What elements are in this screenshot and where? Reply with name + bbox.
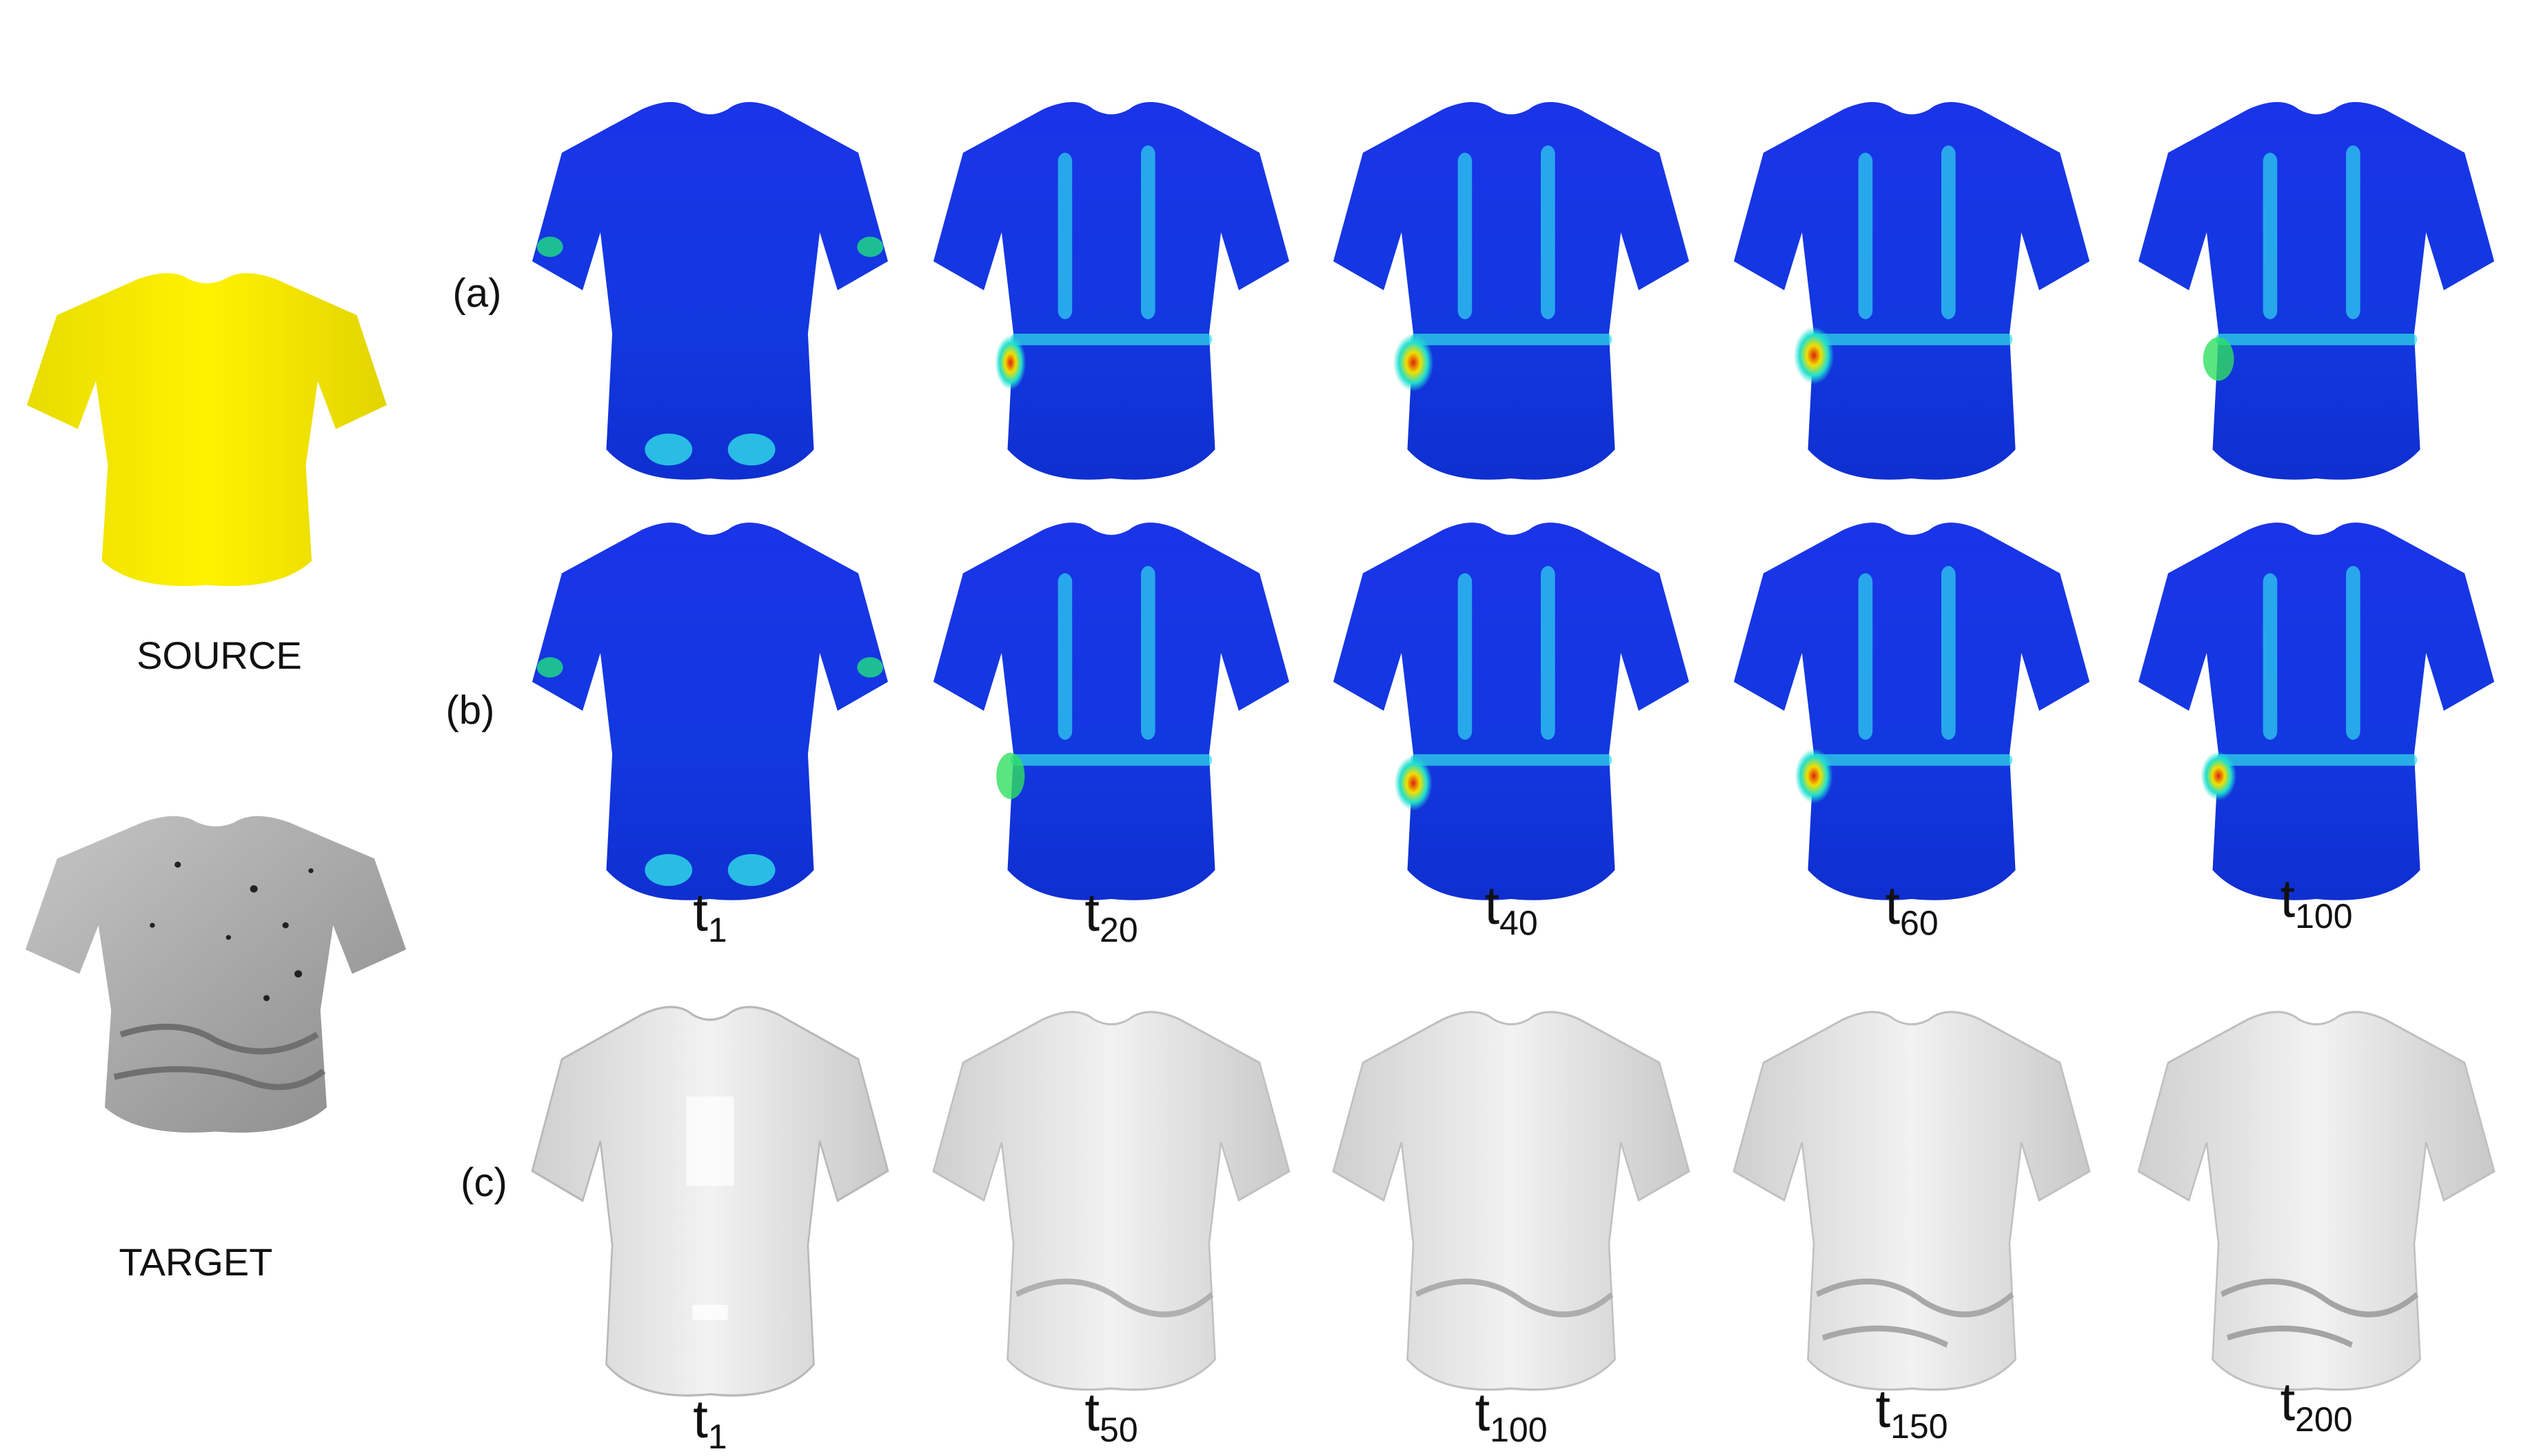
mesh-c-100 [1332,1011,1690,1391]
target-scan [25,816,406,1133]
t-symbol: t [1475,1382,1490,1442]
t-subscript: 20 [1100,911,1138,949]
heatmap-b-20 [933,523,1289,900]
t-symbol: t [2280,1371,2295,1432]
t-subscript: 1 [708,1417,727,1456]
t-subscript: 100 [2295,897,2352,936]
time-label-ab-20: t20 [1084,882,1138,949]
row-label-a: (a) [453,271,502,316]
row-label-c: (c) [461,1160,507,1205]
t-symbol: t [2280,868,2295,929]
time-label-c-50: t50 [1084,1382,1138,1449]
time-label-ab-100: t100 [2280,868,2352,936]
t-subscript: 60 [1900,904,1939,942]
t-symbol: t [1885,875,1900,936]
heatmap-a-100 [2138,102,2494,480]
t-symbol: t [1875,1378,1890,1439]
t-symbol: t [1484,875,1499,936]
source-label: SOURCE [136,634,302,677]
t-symbol: t [1084,882,1100,942]
mesh-c-150 [1732,1011,2091,1391]
time-label-c-1: t1 [693,1388,727,1456]
mesh-c-200 [2137,1011,2496,1391]
heatmap-b-100 [2138,523,2494,900]
t-subscript: 1 [708,911,727,949]
t-symbol: t [1084,1382,1100,1442]
mesh-c-1 [531,1006,889,1397]
heatmap-a-60 [1734,102,2090,480]
heatmap-b-40 [1333,523,1689,900]
heatmap-a-40 [1333,102,1689,480]
t-subscript: 50 [1100,1410,1138,1449]
t-symbol: t [693,882,708,942]
t-subscript: 40 [1499,904,1538,942]
heatmap-a-20 [933,102,1289,480]
heatmap-b-60 [1734,523,2090,900]
time-label-ab-40: t40 [1484,875,1537,942]
row-label-b: (b) [446,688,495,733]
mesh-c-50 [932,1011,1291,1391]
source-shirt [27,273,387,587]
t-subscript: 150 [1890,1407,1948,1446]
t-subscript: 100 [1490,1410,1547,1449]
time-label-c-100: t100 [1475,1382,1547,1449]
heatmap-a-1 [532,102,888,480]
time-label-c-200: t200 [2280,1371,2352,1439]
target-label: TARGET [119,1240,273,1284]
time-label-ab-1: t1 [693,882,727,949]
heatmap-b-1 [532,523,888,900]
time-label-c-150: t150 [1875,1378,1948,1446]
t-subscript: 200 [2295,1400,2352,1439]
t-symbol: t [693,1388,708,1449]
time-label-ab-60: t60 [1885,875,1938,942]
